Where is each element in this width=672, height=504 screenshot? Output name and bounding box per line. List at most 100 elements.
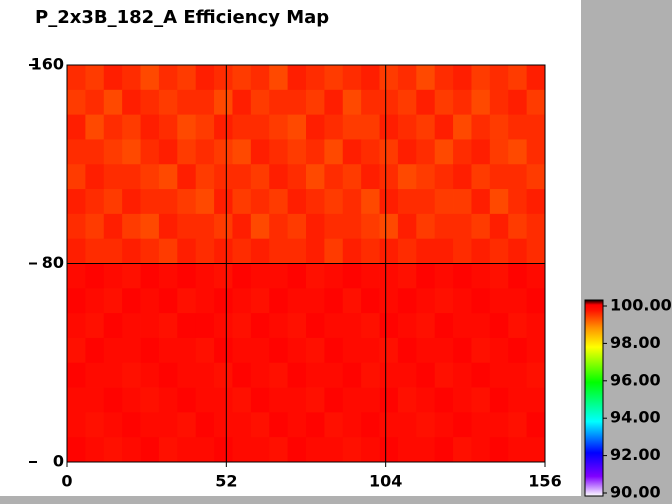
cell [140,288,160,314]
cell [250,189,270,215]
cell [361,139,380,165]
cell [85,139,105,165]
cell [379,238,399,264]
cell [379,337,399,364]
cell [306,238,325,264]
cell [306,139,325,165]
cell [379,114,399,140]
cell [489,313,509,339]
cell [471,213,491,240]
cell [195,263,215,289]
cell [324,238,344,264]
cell [250,437,270,463]
cell [379,213,399,240]
cell [232,213,252,240]
x-tick-label: 52 [215,472,237,491]
bottom-strip [0,496,672,504]
cell [342,89,362,116]
cell [526,139,546,165]
cell [250,65,270,91]
cell [250,139,270,165]
cell [122,164,141,190]
cell [287,213,307,240]
cell [379,387,399,413]
cell [306,313,325,339]
cell [508,387,528,413]
cell [269,337,289,364]
cell [397,362,417,388]
cell [140,362,160,388]
cell [177,437,197,463]
cell [67,213,86,240]
cell [324,114,344,140]
cell [158,213,178,240]
cell [306,65,325,91]
cell [67,313,86,339]
cell [214,387,233,413]
cell [67,437,86,463]
cell [85,65,105,91]
cell [379,437,399,463]
cell [214,437,233,463]
cell [306,213,325,240]
cell [379,288,399,314]
cell [158,337,178,364]
cell [177,387,197,413]
cell [434,362,454,388]
cell [122,89,141,116]
cell [103,437,123,463]
cell [434,213,454,240]
cell [416,213,436,240]
cell [177,263,197,289]
cell [416,65,436,91]
cell [122,65,141,91]
cell [471,263,491,289]
cell [453,65,472,91]
cell [140,164,160,190]
cell [287,387,307,413]
cell [214,263,233,289]
cell [508,65,528,91]
cell [416,89,436,116]
cell [269,139,289,165]
cell [508,313,528,339]
cell [250,238,270,264]
cell [158,313,178,339]
cell [434,89,454,116]
cell [489,288,509,314]
cell [85,164,105,190]
cell [195,164,215,190]
cell [471,362,491,388]
cell [508,213,528,240]
cell [158,238,178,264]
cell [508,362,528,388]
cell [306,387,325,413]
cell [85,412,105,438]
cell [214,238,233,264]
cell [342,263,362,289]
cell [140,412,160,438]
cell [287,263,307,289]
cell [489,114,509,140]
cell [67,238,86,264]
cell [306,114,325,140]
cell [489,238,509,264]
cell [361,387,380,413]
colorbar-label: 100.00 [610,296,672,315]
cell [122,288,141,314]
cell [214,313,233,339]
cell [526,213,546,240]
cell [250,89,270,116]
cell [453,288,472,314]
cell [122,362,141,388]
cell [250,288,270,314]
cell [397,189,417,215]
cell [232,437,252,463]
cell [158,189,178,215]
cell [232,189,252,215]
cell [434,114,454,140]
cell [342,437,362,463]
cell [85,189,105,215]
cell [453,238,472,264]
cell [140,238,160,264]
